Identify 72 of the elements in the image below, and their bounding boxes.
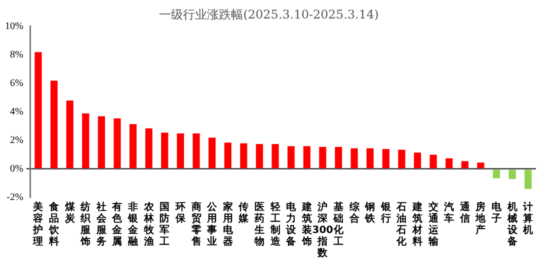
bar — [508, 170, 516, 179]
bar — [34, 52, 42, 168]
bar — [430, 154, 437, 168]
bar — [176, 133, 184, 168]
bar — [288, 146, 295, 168]
x-tick-label: 石油石化 — [396, 202, 408, 248]
x-tick-label: 基础化工 — [332, 200, 344, 248]
bar — [414, 152, 422, 168]
x-tick-label: 机械设备 — [506, 200, 518, 248]
bar — [161, 132, 168, 168]
bar — [398, 150, 406, 168]
y-tick-label: 2% — [10, 135, 24, 146]
x-tick-label: 有色金属 — [111, 200, 124, 248]
bar — [98, 116, 105, 168]
x-tick-label: 家用电器 — [222, 200, 234, 248]
x-tick-label: 农林牧渔 — [142, 200, 155, 248]
x-tick-label: 国防军工 — [158, 202, 170, 248]
y-tick-label: 4% — [10, 106, 24, 118]
x-tick-label: 传媒 — [238, 200, 250, 224]
x-tick-label: 食品饮料 — [48, 200, 60, 248]
bar — [256, 144, 264, 168]
x-tick-label: 计算机 — [522, 200, 534, 236]
bar — [224, 142, 232, 168]
bar — [446, 158, 453, 168]
x-tick-label: 综合 — [348, 200, 360, 224]
x-tick-label: 纺织服饰 — [80, 200, 92, 248]
bar — [492, 170, 500, 178]
x-tick-label: 银行 — [380, 200, 392, 224]
x-tick-label: 轻工制造 — [269, 200, 282, 248]
x-tick-label: 商贸零售 — [190, 200, 202, 248]
x-tick-label: 建筑装饰 — [300, 200, 313, 248]
bar — [50, 80, 58, 168]
x-tick-label: 电子 — [490, 200, 502, 224]
bar — [129, 124, 137, 168]
x-tick-label: 医药生物 — [253, 200, 264, 248]
bar — [319, 146, 326, 168]
bar — [66, 100, 74, 168]
x-tick-label: 交通运输 — [427, 200, 440, 248]
x-tick-label: 汽车 — [443, 200, 454, 224]
x-tick-label: 房地产 — [474, 200, 487, 236]
x-tick-label: 环保 — [174, 202, 186, 224]
bar — [366, 148, 374, 168]
bar — [524, 170, 532, 189]
x-tick-label: 沪深300指数 — [312, 200, 334, 259]
bar — [272, 144, 279, 168]
y-tick-label: 6% — [10, 78, 24, 90]
bar — [350, 148, 358, 168]
x-tick-label: 美容护理 — [32, 200, 44, 248]
x-tick-label: 煤炭 — [64, 200, 76, 224]
bar — [461, 161, 468, 168]
x-tick-label: 社会服务 — [95, 200, 108, 248]
x-tick-label: 非银金融 — [127, 200, 140, 248]
y-tick-label: 8% — [10, 50, 24, 61]
bar — [240, 143, 248, 168]
x-tick-label: 公用事业 — [206, 200, 218, 248]
y-tick-label: -2% — [6, 192, 24, 204]
x-tick-label: 建筑材料 — [411, 200, 422, 248]
x-tick-label: 通信 — [458, 200, 471, 224]
x-tick-label: 电力设备 — [285, 200, 298, 248]
bar — [145, 128, 152, 168]
bar — [477, 162, 484, 168]
bar — [208, 138, 216, 168]
bar — [303, 146, 310, 168]
bar — [382, 149, 390, 168]
bar — [82, 113, 90, 168]
bar — [114, 118, 121, 168]
bar — [192, 133, 200, 168]
x-tick-label: 钢铁 — [364, 200, 376, 224]
bar — [334, 146, 342, 168]
chart-title: 一级行业涨跌幅(2025.3.10-2025.3.14) — [159, 7, 379, 22]
y-tick-label: 10% — [4, 21, 24, 32]
y-tick-label: 0% — [10, 164, 24, 175]
